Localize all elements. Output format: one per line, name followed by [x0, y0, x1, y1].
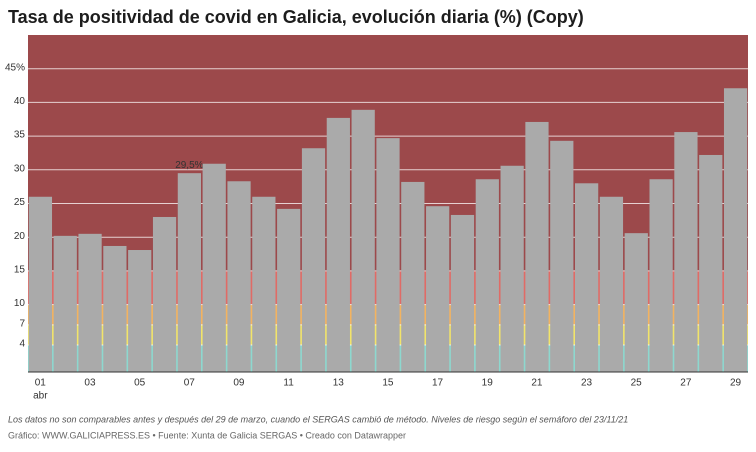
bar: [599, 196, 624, 372]
chart-credits: Gráfico: WWW.GALICIAPRESS.ES • Fuente: X…: [8, 430, 406, 440]
y-tick-label: 10: [14, 298, 26, 309]
y-tick-label: 25: [14, 197, 26, 208]
bar: [53, 235, 77, 372]
y-tick-label: 30: [14, 163, 26, 174]
bar: [326, 117, 350, 372]
chart-title: Tasa de positividad de covid en Galicia,…: [8, 7, 584, 27]
bar: [277, 208, 301, 372]
y-tick-label: 15: [14, 265, 26, 276]
bar: [624, 233, 648, 372]
value-label: 29,5%: [175, 160, 203, 171]
x-tick-label: 27: [680, 378, 692, 389]
x-tick-label: 25: [631, 378, 643, 389]
bar: [426, 206, 450, 372]
x-tick-label: 05: [134, 378, 146, 389]
bar: [252, 196, 276, 372]
chart-notes: Los datos no son comparables antes y des…: [8, 414, 628, 424]
bar: [525, 121, 549, 372]
y-tick-label: 40: [14, 96, 26, 107]
bar: [78, 233, 102, 372]
x-tick-label: 11: [283, 378, 294, 389]
bar: [376, 138, 400, 372]
x-tick-label: 01: [35, 378, 47, 389]
x-tick-label: 15: [382, 378, 394, 389]
bar: [699, 154, 723, 372]
x-tick-label: 23: [581, 378, 593, 389]
x-tick-label: 13: [333, 378, 345, 389]
x-tick-label: 19: [482, 378, 494, 389]
bar: [128, 250, 152, 372]
x-tick-label: 03: [84, 378, 96, 389]
bar: [575, 183, 599, 372]
bar: [401, 181, 425, 372]
y-tick-label: 20: [14, 231, 26, 242]
bar: [649, 179, 673, 372]
x-tick-label: 07: [184, 378, 196, 389]
bar: [723, 88, 748, 372]
bar: [103, 245, 127, 372]
bar: [177, 173, 201, 372]
bar: [550, 140, 574, 372]
y-tick-label: 7: [19, 318, 25, 329]
bar: [152, 216, 177, 372]
bar: [500, 165, 524, 372]
bar: [450, 214, 475, 372]
y-tick-label: 45%: [5, 62, 25, 73]
bar: [351, 109, 375, 373]
x-month-label: abr: [33, 391, 48, 402]
y-tick-label: 4: [19, 339, 25, 350]
bar: [28, 196, 53, 372]
y-tick-label: 35: [14, 130, 26, 141]
plot-area: 4 7 10 15 20 25 30 35 40 45% 01 03 05 07 29,5% 09 11 13 15…: [4, 35, 748, 402]
bar: [674, 132, 698, 372]
x-tick-label: 17: [432, 378, 444, 389]
x-tick-label: 29: [730, 378, 742, 389]
bar: [227, 181, 251, 372]
bar: [301, 148, 326, 372]
bar: [475, 179, 499, 372]
x-tick-label: 09: [233, 378, 245, 389]
bar: [202, 163, 226, 372]
x-tick-label: 21: [531, 378, 543, 389]
